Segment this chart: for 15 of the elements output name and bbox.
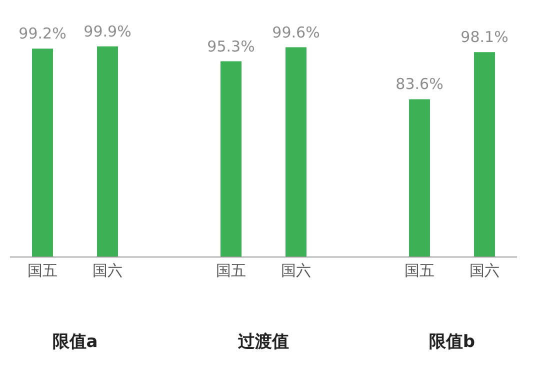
text: 过渡值 <box>237 331 290 353</box>
data-label: 83.6% <box>396 75 444 94</box>
x-tick-label: 国五 <box>404 262 434 280</box>
data-label: 99.6% <box>272 23 320 42</box>
x-tick-label: 国六 <box>470 262 500 280</box>
x-tick-label: 国五 <box>216 262 246 280</box>
data-label: 99.2% <box>18 24 66 43</box>
data-label: 99.9% <box>84 22 132 40</box>
data-label: 98.1% <box>460 28 508 46</box>
x-tick-label: 国五 <box>28 262 58 280</box>
text: 限值b <box>428 331 476 353</box>
data-label: 95.3% <box>207 37 255 56</box>
x-tick-label: 国六 <box>281 262 311 280</box>
x-tick-label: 国六 <box>92 262 122 280</box>
text: 限值a <box>51 331 99 353</box>
